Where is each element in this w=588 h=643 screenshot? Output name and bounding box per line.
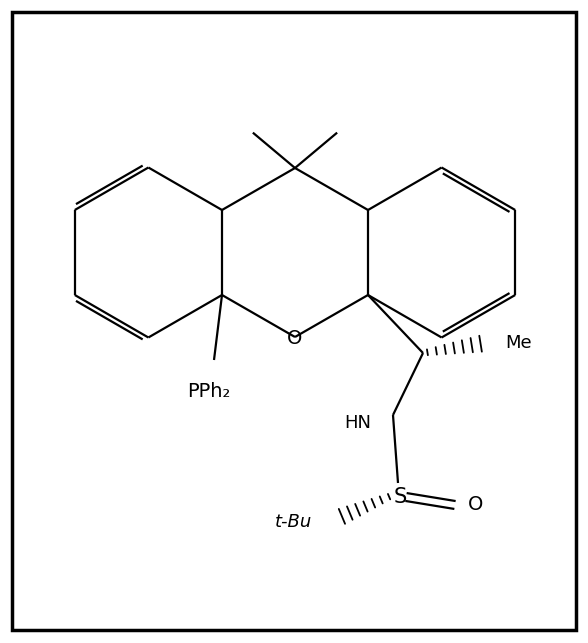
Text: HN: HN — [344, 414, 371, 432]
Text: PPh₂: PPh₂ — [188, 382, 230, 401]
Text: S: S — [393, 487, 407, 507]
Text: O: O — [468, 496, 484, 514]
Text: Me: Me — [505, 334, 532, 352]
Text: O: O — [288, 329, 303, 349]
Text: t-Bu: t-Bu — [275, 513, 312, 531]
